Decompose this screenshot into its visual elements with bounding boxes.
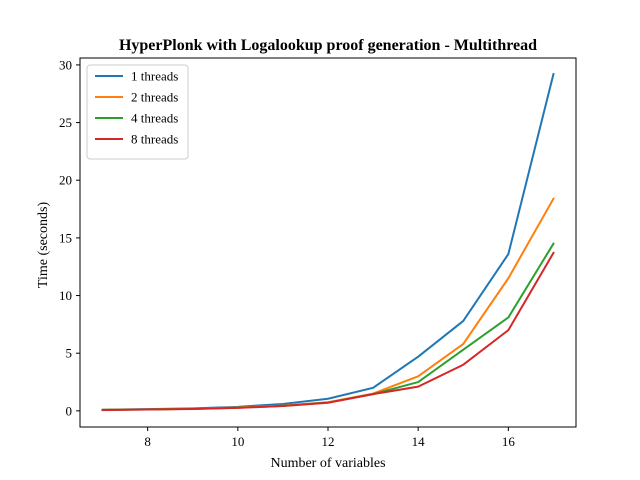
x-tick-label: 12	[322, 434, 335, 449]
y-tick-label: 25	[59, 115, 72, 130]
axes: 8 10 12 14 16 0 5 10 15 20 25 30	[59, 57, 577, 449]
y-tick-label: 30	[59, 57, 72, 72]
x-tick-label: 8	[144, 434, 151, 449]
legend-label-4: 8 threads	[131, 132, 178, 147]
legend-label-3: 4 threads	[131, 111, 178, 126]
plot-area	[101, 72, 555, 412]
y-tick-label: 15	[59, 230, 72, 245]
x-tick-label: 16	[502, 434, 516, 449]
y-tick-label: 5	[66, 346, 73, 361]
y-tick-label: 0	[66, 403, 73, 418]
chart-title: HyperPlonk with Logalookup proof generat…	[119, 37, 537, 54]
legend: 1 threads 2 threads 4 threads 8 threads	[86, 64, 189, 160]
y-tick-label: 10	[59, 288, 72, 303]
legend-label-2: 2 threads	[131, 90, 178, 105]
legend-label-1: 1 threads	[131, 69, 178, 84]
x-tick-label: 10	[231, 434, 244, 449]
legend-box	[86, 64, 189, 160]
y-tick-label: 20	[59, 173, 72, 188]
x-axis-label: Number of variables	[270, 456, 385, 471]
x-tick-label: 14	[412, 434, 426, 449]
y-axis-label: Time (seconds)	[36, 202, 51, 289]
series-line-4	[101, 251, 555, 412]
